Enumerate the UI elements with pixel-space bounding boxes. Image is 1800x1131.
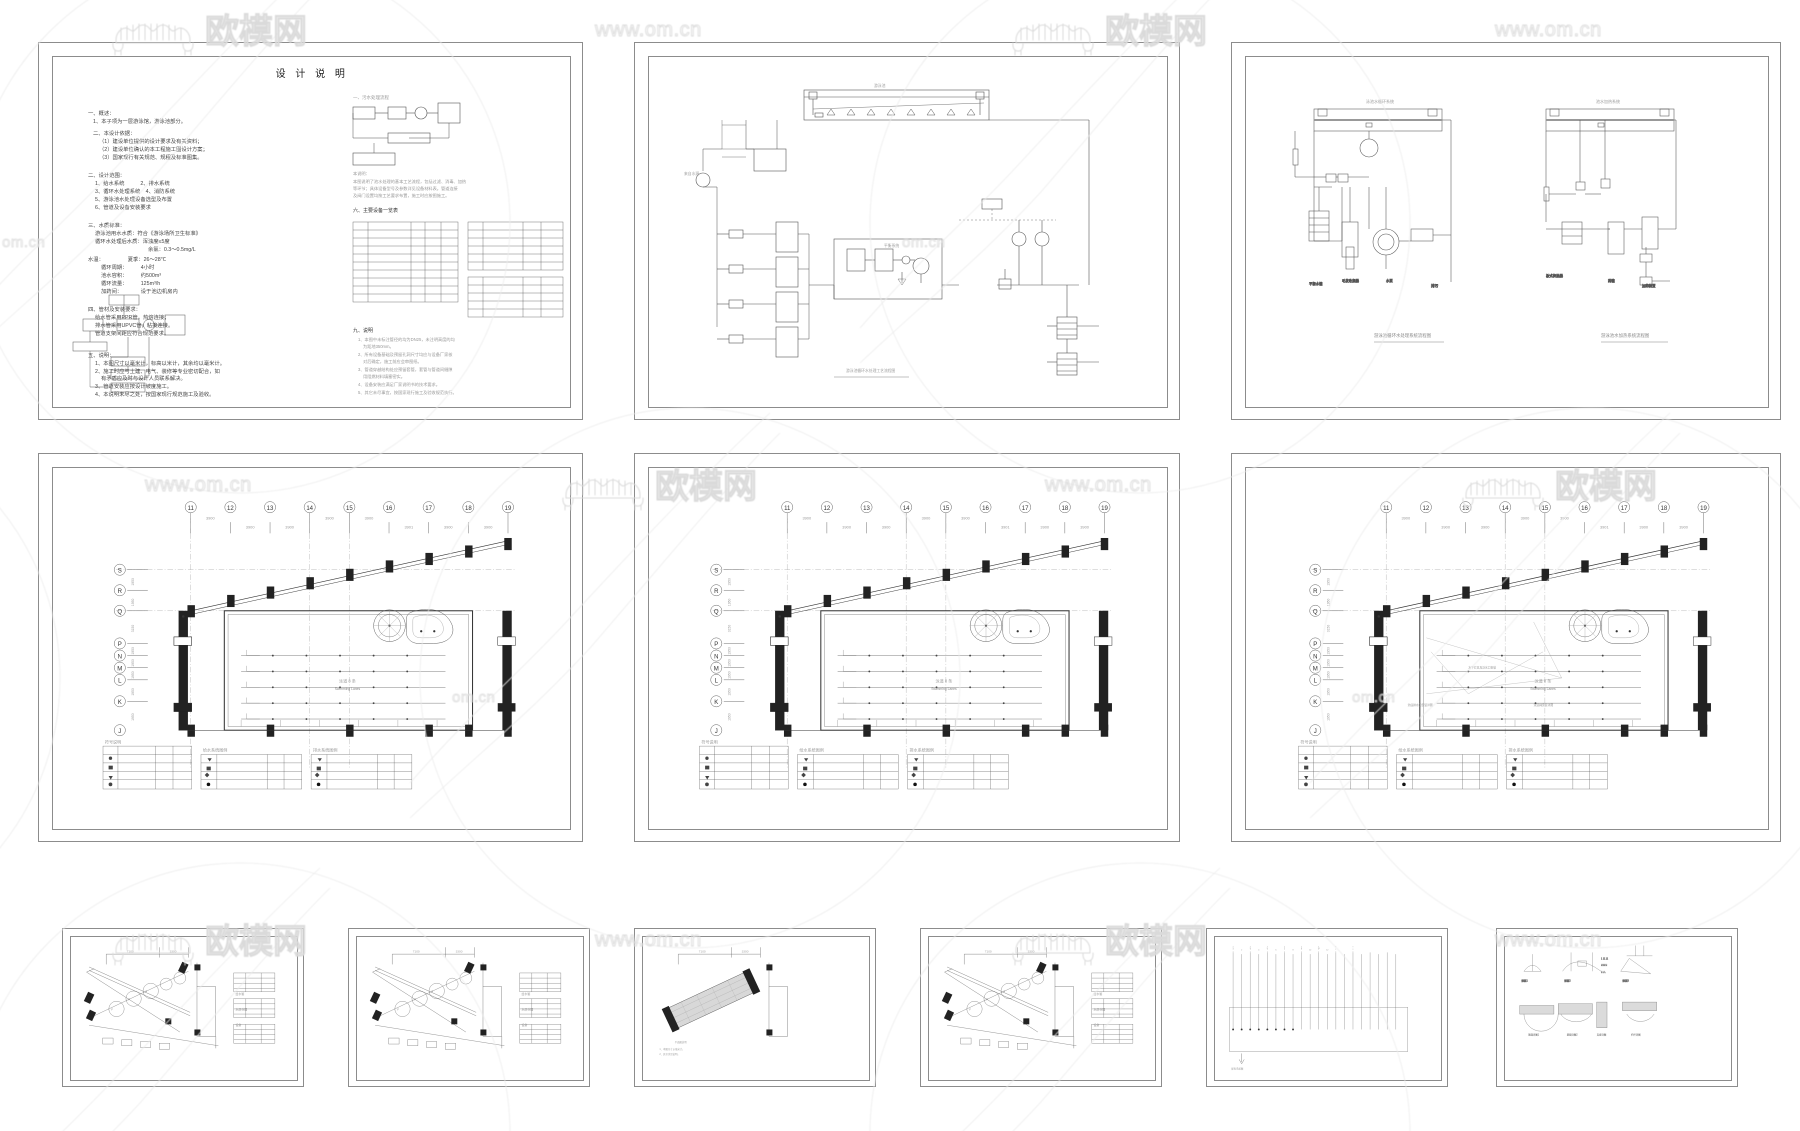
svg-text:7: 7: [1284, 948, 1285, 950]
svg-text:三、水质标准：: 三、水质标准：: [88, 221, 125, 229]
svg-text:2、所有设备基础及预留孔洞尺寸均应与设备厂家核: 2、所有设备基础及预留孔洞尺寸均应与设备厂家核: [358, 351, 453, 358]
svg-text:等环节；具体设备型号及参数详见设备材料表。管道连接: 等环节；具体设备型号及参数详见设备材料表。管道连接: [353, 185, 459, 192]
svg-text:池底排水口安装详图: 池底排水口安装详图: [1408, 703, 1433, 707]
svg-text:对后确定，施工前应会审图纸。: 对后确定，施工前应会审图纸。: [363, 358, 422, 365]
svg-text:4、本说明未尽之处，按国家现行规范施工及验收。: 4、本说明未尽之处，按国家现行规范施工及验收。: [95, 390, 214, 398]
svg-text:11: 11: [1318, 948, 1320, 950]
svg-text:游泳池循环水处理系统流程图: 游泳池循环水处理系统流程图: [1374, 332, 1432, 339]
svg-text:10: 10: [1309, 950, 1312, 952]
svg-text:循环流量： 125m³/h: 循环流量： 125m³/h: [101, 279, 160, 287]
svg-text:四、管材及安装要求：: 四、管材及安装要求：: [88, 305, 141, 313]
svg-text:池水加热系统: 池水加热系统: [1596, 98, 1620, 104]
svg-text:9: 9: [1301, 948, 1302, 950]
svg-text:设 计 说 明: 设 计 说 明: [276, 67, 349, 80]
svg-text:3、管道穿越结构处应预留套管，套管与管道间缝隙: 3、管道穿越结构处应预留套管，套管与管道间缝隙: [358, 366, 453, 373]
svg-text:7100: 7100: [699, 949, 706, 953]
svg-text:平面图说明: 平面图说明: [675, 1040, 687, 1044]
svg-text:二、设计范围：: 二、设计范围：: [88, 171, 125, 179]
svg-text:（2）建设单位确认的本工程施工图设计方案；: （2）建设单位确认的本工程施工图设计方案；: [99, 145, 208, 153]
svg-text:二、本设计依据：: 二、本设计依据：: [93, 129, 135, 137]
svg-text:配电系统图: 配电系统图: [1231, 1067, 1243, 1071]
svg-text:2: 2: [1241, 950, 1242, 952]
svg-text:（3）国家现行有关规范、规程及标准图集。: （3）国家现行有关规范、规程及标准图集。: [99, 153, 203, 161]
svg-text:毛发收集器: 毛发收集器: [1342, 278, 1360, 283]
svg-text:药箱: 药箱: [1608, 278, 1615, 283]
svg-text:3300: 3300: [742, 949, 749, 953]
svg-text:平衡水箱: 平衡水箱: [1309, 281, 1323, 286]
svg-text:循环周期： 4小时: 循环周期： 4小时: [101, 263, 155, 271]
svg-text:管道支架间距应符合规范要求。: 管道支架间距应符合规范要求。: [95, 329, 169, 337]
svg-text:有矛盾应及时与设计人员联系解决。: 有矛盾应及时与设计人员联系解决。: [101, 374, 186, 382]
svg-text:2、施工时应与土建、电气、装修等专业密切配合，如: 2、施工时应与土建、电气、装修等专业密切配合，如: [95, 367, 220, 375]
svg-text:5、其它未尽事宜，按国家现行施工及验收规范执行。: 5、其它未尽事宜，按国家现行施工及验收规范执行。: [358, 389, 457, 396]
svg-text:游泳池: 游泳池: [874, 83, 886, 88]
svg-text:3、循环水处理系统 4、消防系统: 3、循环水处理系统 4、消防系统: [95, 187, 176, 195]
svg-text:循环水处理后水质：浑浊度≤5度: 循环水处理后水质：浑浊度≤5度: [95, 237, 170, 245]
svg-text:池水容积： 约500m³: 池水容积： 约500m³: [101, 271, 161, 279]
svg-text:游泳池水加热系统流程图: 游泳池水加热系统流程图: [1601, 332, 1650, 339]
svg-text:水泵: 水泵: [1386, 278, 1393, 283]
svg-text:余氯：0.3～0.5mg/L: 余氯：0.3～0.5mg/L: [95, 245, 196, 253]
svg-text:6: 6: [1275, 950, 1276, 952]
svg-text:4: 4: [1258, 950, 1260, 952]
svg-text:平衡系统: 平衡系统: [884, 243, 899, 248]
svg-text:1: 1: [1233, 948, 1234, 950]
svg-text:1、本图尺寸以毫米计。: 1、本图尺寸以毫米计。: [659, 1047, 684, 1051]
svg-text:加药装置: 加药装置: [1642, 283, 1656, 288]
svg-text:8: 8: [1292, 950, 1293, 952]
svg-text:水温： 夏季：26～28℃: 水温： 夏季：26～28℃: [88, 255, 167, 263]
svg-text:12: 12: [1326, 950, 1328, 952]
svg-text:用阻燃材料填塞密实。: 用阻燃材料填塞密实。: [363, 373, 405, 380]
svg-text:5、游泳池水处理设备选型及布置: 5、游泳池水处理设备选型及布置: [95, 195, 172, 203]
svg-text:来自水源: 来自水源: [684, 171, 699, 176]
svg-text:1、本图中未标注管径的均为DN25，未注明高度的均: 1、本图中未标注管径的均为DN25，未注明高度的均: [358, 336, 455, 343]
svg-text:游泳池循环水处理工艺流程图: 游泳池循环水处理工艺流程图: [846, 368, 896, 373]
svg-text:及阀门设置均按工艺要求布置，施工时应按图施工。: 及阀门设置均按工艺要求布置，施工时应按图施工。: [353, 192, 449, 199]
svg-text:（1）建设单位提供的设计要求及有关资料；: （1）建设单位提供的设计要求及有关资料；: [99, 137, 203, 145]
svg-text:本图说明了池水处理的基本工艺流程，包括过滤、消毒、加热: 本图说明了池水处理的基本工艺流程，包括过滤、消毒、加热: [353, 178, 467, 185]
svg-text:6、管道及设备安装要求: 6、管道及设备安装要求: [95, 203, 152, 211]
svg-text:泳道绳安装详图: 泳道绳安装详图: [1534, 703, 1554, 707]
svg-text:九、说明: 九、说明: [353, 327, 373, 334]
svg-text:4、设备安装应满足厂家说明书的技术要求。: 4、设备安装应满足厂家说明书的技术要求。: [358, 381, 440, 388]
svg-text:1、给水系统 2、排水系统: 1、给水系统 2、排水系统: [95, 179, 170, 187]
svg-text:2、其余详见说明。: 2、其余详见说明。: [659, 1052, 679, 1056]
svg-text:本说明：: 本说明：: [353, 170, 370, 177]
svg-text:泳池水循环系统: 泳池水循环系统: [1366, 98, 1394, 104]
svg-text:加药间： 设于池边机房内: 加药间： 设于池边机房内: [101, 287, 178, 295]
svg-text:一、概述：: 一、概述：: [88, 109, 115, 117]
svg-text:一、污水处理流程: 一、污水处理流程: [353, 94, 389, 101]
svg-text:板式换热器: 板式换热器: [1546, 273, 1564, 278]
svg-text:3: 3: [1250, 948, 1251, 950]
svg-text:给水管采用PPR管，热熔连接；: 给水管采用PPR管，热熔连接；: [95, 313, 169, 321]
svg-text:5: 5: [1267, 948, 1268, 950]
svg-text:六、主要设备一览表: 六、主要设备一览表: [353, 207, 398, 214]
svg-text:1、本子项为一层游泳馆，游泳池部分。: 1、本子项为一层游泳馆，游泳池部分。: [93, 117, 186, 125]
svg-text:为距地350mm。: 为距地350mm。: [363, 343, 394, 350]
svg-text:五、说明：: 五、说明：: [88, 351, 115, 359]
svg-text:水下灯具及泛水口安装: 水下灯具及泛水口安装: [1468, 666, 1496, 670]
svg-text:排污: 排污: [1431, 283, 1439, 288]
svg-text:游泳池用水水质：符合《游泳场所卫生标准》: 游泳池用水水质：符合《游泳场所卫生标准》: [95, 229, 201, 237]
